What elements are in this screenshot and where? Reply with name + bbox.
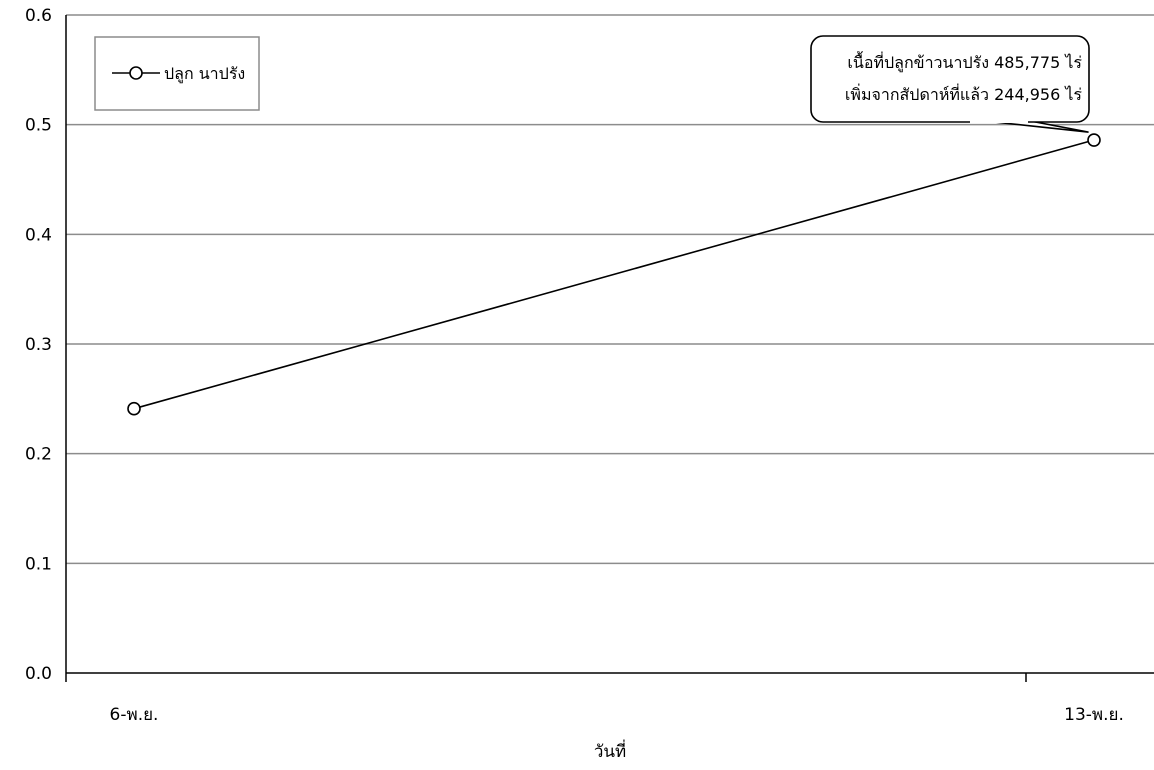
y-tick-label: 0.1 (25, 554, 52, 574)
legend-label: ปลูก นาปรัง (164, 64, 245, 84)
y-tick-label: 0.6 (25, 6, 52, 26)
series-line (133, 139, 1095, 410)
callout-join-mask (970, 117, 1028, 123)
y-tick-label: 0.0 (25, 664, 52, 684)
data-point-marker (1087, 133, 1101, 147)
y-tick-label: 0.5 (25, 116, 52, 136)
legend-box (94, 36, 260, 111)
data-point-marker (127, 401, 141, 416)
annotation-text: เนื้อที่ปลูกข้าวนาปรัง 485,775 ไร่ (847, 51, 1082, 73)
annotation-callout (810, 35, 1090, 123)
legend-marker-swatch (129, 66, 143, 80)
x-tick-label: 13-พ.ย. (1064, 705, 1124, 725)
x-tick-label: 6-พ.ย. (110, 705, 159, 725)
y-tick-label: 0.4 (25, 225, 52, 245)
y-tick-label: 0.3 (25, 335, 52, 355)
y-tick-label: 0.2 (25, 445, 52, 465)
x-axis-title: วันที่ (594, 739, 626, 762)
annotation-text: เพิ่มจากสัปดาห์ที่แล้ว 244,956 ไร่ (845, 83, 1082, 104)
